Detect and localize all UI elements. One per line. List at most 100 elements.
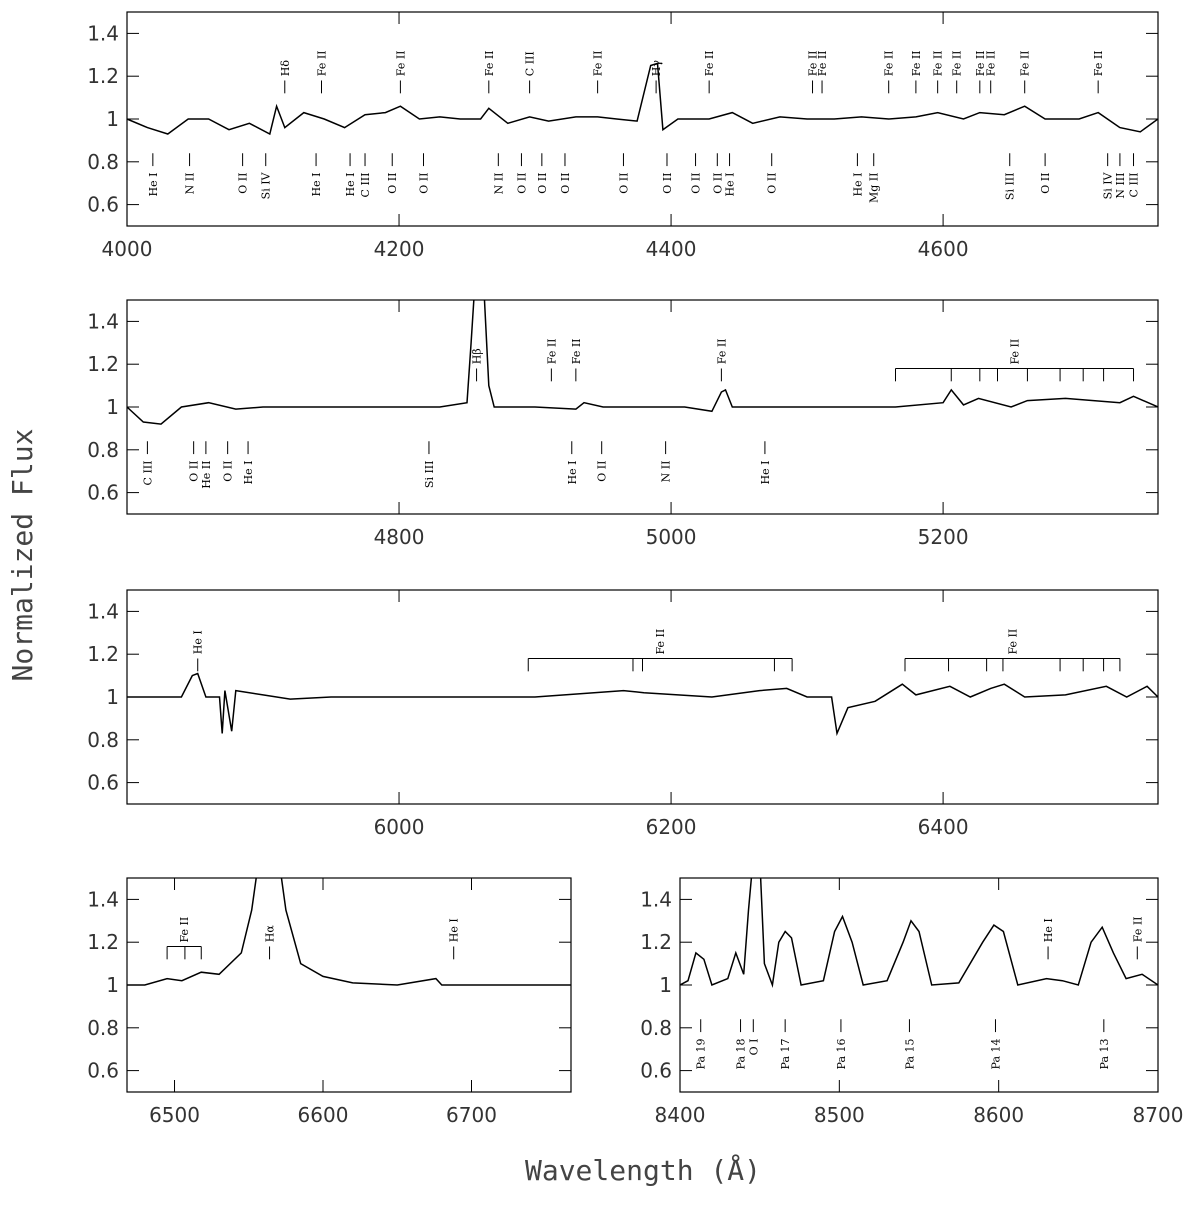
line-label: He I: [344, 173, 357, 197]
multiplet-label: Fe II: [178, 917, 191, 943]
line-label: Fe II: [483, 50, 496, 76]
line-label: O II: [188, 461, 201, 482]
line-label: N III: [1114, 173, 1127, 199]
y-tick-label: 0.8: [87, 438, 119, 462]
line-label: Pa 16: [835, 1039, 848, 1070]
y-tick-label: 0.6: [87, 771, 119, 795]
line-label: He I: [566, 461, 579, 485]
line-label: C III: [1128, 173, 1141, 198]
y-tick-label: 1: [106, 395, 119, 419]
y-tick-label: 1: [106, 973, 119, 997]
line-label: N II: [492, 173, 505, 195]
line-label: Pa 18: [735, 1039, 748, 1070]
line-label: Fe II: [932, 50, 945, 76]
x-tick-label: 4400: [646, 237, 697, 261]
plot-frame: [679, 877, 1159, 1093]
line-label: O II: [596, 461, 609, 482]
line-label: He I: [1042, 918, 1055, 942]
line-label: O II: [617, 173, 630, 194]
line-label: He I: [724, 173, 737, 197]
line-label: Hβ: [471, 348, 484, 364]
y-tick-label: 1.4: [87, 309, 119, 333]
line-label: O II: [690, 173, 703, 194]
line-label: O II: [515, 173, 528, 194]
x-tick-label: 8500: [814, 1103, 865, 1127]
spectrum-line: [127, 62, 1158, 136]
line-label: O II: [559, 173, 572, 194]
panel: 0.6 0.8 1 1.2 1.4 6500 6600 6700 Hα He I Fe II: [87, 877, 572, 1127]
line-label: He I: [448, 918, 461, 942]
line-label: Fe II: [985, 50, 998, 76]
line-label: O II: [222, 461, 235, 482]
line-label: Hδ: [279, 60, 292, 77]
line-label: He I: [242, 461, 255, 485]
x-tick-label: 8600: [973, 1103, 1024, 1127]
line-label: Fe II: [816, 50, 829, 76]
x-tick-label: 5000: [646, 525, 697, 549]
line-label: Si IV: [260, 171, 273, 199]
line-label: N II: [184, 173, 197, 195]
x-tick-label: 4000: [102, 237, 153, 261]
line-label: Fe II: [1092, 50, 1105, 76]
line-label: Pa 15: [903, 1039, 916, 1070]
line-label: Fe II: [807, 50, 820, 76]
line-label: He I: [759, 461, 772, 485]
line-label: Fe II: [1131, 916, 1144, 942]
line-label: He I: [192, 630, 205, 654]
y-tick-label: 1: [106, 107, 119, 131]
line-label: N II: [660, 461, 673, 483]
spectrum-line: [127, 878, 571, 986]
line-label: Fe II: [545, 338, 558, 364]
y-tick-label: 0.8: [87, 1016, 119, 1040]
line-label: C III: [359, 173, 372, 198]
y-tick-label: 1.2: [87, 930, 119, 954]
y-tick-label: 1.4: [87, 599, 119, 623]
panel: 0.6 0.8 1 1.2 1.4 6000 6200 6400 He I Fe II Fe II: [87, 589, 1159, 839]
x-tick-label: 6600: [298, 1103, 349, 1127]
line-label: O II: [711, 173, 724, 194]
y-tick-label: 1.4: [640, 887, 672, 911]
line-label: C III: [524, 51, 537, 76]
line-label: Pa 14: [989, 1039, 1002, 1070]
y-tick-label: 1.2: [87, 64, 119, 88]
line-label: O II: [418, 173, 431, 194]
multiplet-label: Fe II: [1009, 339, 1022, 365]
line-label: O II: [386, 173, 399, 194]
panel: 0.6 0.8 1 1.2 1.4 8400 8500 8600 8700 He I Fe II Pa…: [640, 877, 1184, 1127]
line-label: O II: [661, 173, 674, 194]
y-tick-label: 0.6: [87, 1059, 119, 1083]
y-tick-label: 0.8: [87, 150, 119, 174]
line-label: Si III: [1004, 173, 1017, 201]
line-label: Pa 13: [1098, 1039, 1111, 1070]
y-tick-label: 1: [659, 973, 672, 997]
line-label: O II: [237, 173, 250, 194]
panel: 0.6 0.8 1 1.2 1.4 4800 5000 5200 Fe II Hβ Fe II Fe …: [87, 299, 1159, 549]
line-label: Fe II: [703, 50, 716, 76]
x-tick-label: 6700: [446, 1103, 497, 1127]
y-axis-label: Normalized Flux: [6, 429, 39, 682]
y-tick-label: 0.6: [87, 481, 119, 505]
line-label: Fe II: [883, 50, 896, 76]
y-tick-label: 1.2: [87, 352, 119, 376]
spectrum-line: [680, 878, 1158, 988]
line-label: Mg II: [868, 173, 881, 204]
line-label: Fe II: [592, 50, 605, 76]
line-label: Fe II: [910, 50, 923, 76]
x-tick-label: 6500: [149, 1103, 200, 1127]
x-tick-label: 6400: [918, 815, 969, 839]
y-tick-label: 1.2: [640, 930, 672, 954]
line-label: O I: [747, 1039, 760, 1056]
x-tick-label: 8700: [1133, 1103, 1184, 1127]
line-label: He II: [200, 461, 213, 489]
y-tick-label: 1.4: [87, 887, 119, 911]
plot-frame: [126, 589, 1159, 805]
x-axis-label: Wavelength (Å): [525, 1153, 761, 1187]
line-label: C III: [141, 461, 154, 486]
line-label: Pa 17: [779, 1039, 792, 1070]
line-label: He I: [310, 173, 323, 197]
y-tick-label: 0.6: [87, 193, 119, 217]
x-tick-label: 4800: [374, 525, 425, 549]
y-tick-label: 1.4: [87, 21, 119, 45]
